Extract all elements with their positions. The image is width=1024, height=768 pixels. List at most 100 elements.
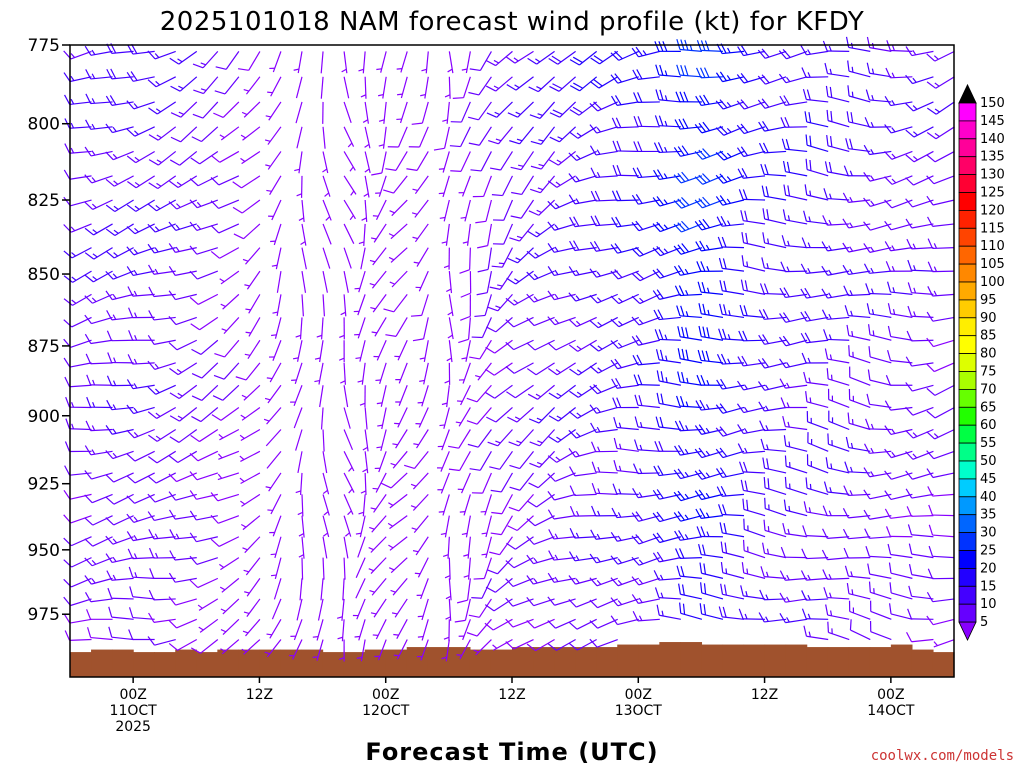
wind-barb bbox=[396, 101, 408, 124]
wind-barb bbox=[232, 175, 261, 189]
wind-barb bbox=[169, 529, 197, 540]
x-tick-label: 12Z bbox=[498, 687, 525, 703]
wind-barb bbox=[673, 145, 703, 157]
wind-barb bbox=[908, 585, 934, 600]
wind-barb bbox=[270, 557, 282, 580]
colorbar-swatch bbox=[958, 120, 977, 140]
wind-barb bbox=[295, 76, 303, 99]
wind-barb bbox=[779, 570, 808, 581]
wind-barb bbox=[784, 455, 808, 474]
wind-barb bbox=[169, 429, 198, 443]
wind-barb bbox=[905, 150, 934, 163]
wind-barb bbox=[448, 429, 471, 449]
terrain-column bbox=[911, 649, 934, 677]
wind-barb bbox=[343, 101, 352, 123]
colorbar-swatch bbox=[958, 388, 977, 408]
wind-barb bbox=[526, 535, 555, 545]
wind-barb bbox=[466, 384, 492, 403]
wind-barb bbox=[486, 101, 513, 118]
wind-barb bbox=[866, 303, 892, 319]
wind-barb bbox=[412, 536, 429, 556]
wind-barb bbox=[864, 117, 892, 128]
wind-barb bbox=[395, 385, 408, 406]
wind-barb bbox=[210, 199, 240, 209]
wind-barb bbox=[612, 140, 639, 153]
wind-barb bbox=[631, 316, 661, 326]
wind-barb bbox=[631, 46, 660, 58]
wind-barb bbox=[489, 151, 513, 171]
wind-barb bbox=[343, 385, 349, 408]
wind-barb bbox=[447, 317, 454, 340]
wind-barb bbox=[887, 281, 913, 295]
wind-barb bbox=[568, 598, 597, 608]
wind-barb bbox=[105, 515, 134, 526]
wind-barb bbox=[63, 490, 92, 500]
wind-barb bbox=[822, 40, 850, 52]
terrain-column bbox=[764, 644, 787, 677]
wind-barb bbox=[65, 396, 92, 409]
wind-barb bbox=[369, 515, 387, 533]
wind-barb bbox=[63, 613, 92, 624]
wind-barb bbox=[106, 399, 134, 411]
wind-barb bbox=[491, 247, 514, 268]
terrain-column bbox=[827, 647, 850, 677]
colorbar-tick-label: 95 bbox=[980, 293, 997, 308]
wind-barb bbox=[549, 126, 577, 143]
colorbar-tick-label: 115 bbox=[980, 221, 1005, 236]
wind-barb bbox=[870, 600, 892, 620]
wind-barb bbox=[908, 543, 934, 559]
wind-barb bbox=[415, 270, 429, 292]
wind-barb bbox=[243, 76, 261, 95]
colorbar-tick-label: 40 bbox=[980, 490, 997, 505]
terrain-column bbox=[848, 647, 871, 677]
wind-barb bbox=[511, 175, 535, 196]
colorbar-tick-label: 65 bbox=[980, 400, 997, 415]
wind-barb bbox=[738, 608, 766, 620]
wind-barb bbox=[126, 379, 155, 390]
wind-barb bbox=[443, 247, 450, 270]
wind-barb bbox=[189, 221, 218, 231]
wind-barb bbox=[389, 270, 408, 288]
colorbar-tick-label: 30 bbox=[980, 526, 997, 541]
wind-barb bbox=[763, 477, 787, 495]
wind-barb bbox=[364, 126, 371, 149]
wind-barb bbox=[926, 150, 955, 163]
wind-barb bbox=[470, 151, 492, 172]
wind-barb bbox=[445, 598, 452, 621]
wind-barb bbox=[757, 74, 787, 85]
wind-barb bbox=[488, 126, 513, 145]
wind-barb bbox=[568, 551, 597, 562]
wind-barb bbox=[371, 317, 387, 337]
wind-barb bbox=[610, 555, 639, 565]
wind-barb bbox=[343, 407, 351, 429]
wind-barb bbox=[589, 145, 618, 156]
wind-barb bbox=[506, 76, 534, 91]
wind-barb bbox=[865, 283, 892, 295]
wind-barb bbox=[476, 271, 493, 296]
wind-barb bbox=[698, 543, 724, 559]
wind-barb bbox=[884, 124, 913, 134]
wind-barb bbox=[780, 546, 808, 559]
wind-barb bbox=[867, 563, 892, 579]
y-tick-label: 875 bbox=[28, 337, 60, 357]
wind-barb bbox=[847, 412, 871, 431]
wind-barb bbox=[126, 150, 155, 164]
wind-barb bbox=[906, 506, 934, 517]
wind-barb bbox=[825, 604, 850, 620]
wind-barb bbox=[673, 490, 703, 502]
wind-barb bbox=[549, 101, 577, 118]
wind-barb bbox=[864, 443, 892, 454]
wind-barb bbox=[779, 358, 808, 369]
wind-barb bbox=[343, 126, 355, 148]
wind-barb bbox=[613, 437, 639, 452]
wind-barb bbox=[235, 362, 261, 381]
colorbar-tick-label: 135 bbox=[980, 150, 1005, 165]
wind-barb bbox=[168, 266, 197, 276]
wind-barb bbox=[290, 619, 303, 641]
wind-barb bbox=[569, 216, 597, 228]
wind-barb bbox=[467, 429, 492, 448]
wind-barb bbox=[84, 592, 113, 603]
wind-barb bbox=[868, 581, 892, 600]
wind-barb bbox=[528, 76, 555, 93]
